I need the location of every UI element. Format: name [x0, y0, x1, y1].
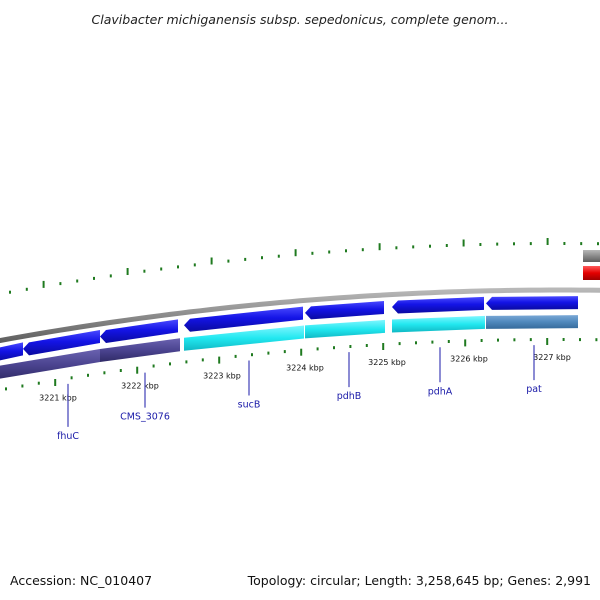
- reverse-strand-genes: [0, 315, 578, 380]
- red-feature[interactable]: [583, 266, 600, 280]
- reverse-gene-block[interactable]: [100, 338, 180, 362]
- forward-gene-block[interactable]: [0, 342, 23, 361]
- forward-gene-block[interactable]: [392, 296, 484, 314]
- reverse-gene-block[interactable]: [392, 315, 485, 333]
- forward-gene-block[interactable]: [100, 319, 178, 343]
- gene-labels: fhuC CMS_3076 sucB pdhB pdhA pat: [57, 345, 542, 442]
- gene-label-cms-3076[interactable]: CMS_3076: [120, 412, 170, 423]
- backbone-arc: [0, 287, 600, 344]
- forward-gene-block[interactable]: [184, 306, 303, 332]
- kbp-tick-label: 3224 kbp: [286, 363, 324, 372]
- gene-label-pdhb[interactable]: pdhB: [337, 391, 362, 402]
- kbp-tick-label: 3225 kbp: [368, 358, 406, 367]
- minor-ticks: [9, 238, 599, 294]
- scale-ticks: 3221 kbp 3222 kbp 3223 kbp 3224 kbp 3225 kbp…: [5, 338, 598, 403]
- forward-gene-block[interactable]: [305, 301, 384, 320]
- gene-label-sucb[interactable]: sucB: [238, 400, 261, 411]
- reverse-gene-block[interactable]: [305, 319, 385, 339]
- reverse-gene-block[interactable]: [486, 315, 578, 329]
- reverse-gene-block[interactable]: [0, 349, 100, 380]
- gene-label-fhuc[interactable]: fhuC: [57, 431, 79, 442]
- forward-gene-block[interactable]: [23, 330, 100, 356]
- forward-strand-genes: [0, 296, 578, 361]
- kbp-tick-label: 3221 kbp: [39, 394, 77, 403]
- reverse-gene-block[interactable]: [184, 325, 304, 351]
- map-title: Clavibacter michiganensis subsp. sepedon…: [92, 12, 509, 27]
- gene-label-pdha[interactable]: pdhA: [428, 386, 453, 397]
- kbp-tick-label: 3222 kbp: [121, 381, 159, 390]
- kbp-tick-label: 3227 kbp: [533, 353, 571, 362]
- genome-summary-text: Topology: circular; Length: 3,258,645 bp…: [247, 573, 591, 588]
- kbp-tick-label: 3226 kbp: [450, 354, 488, 363]
- genome-backbone: [0, 287, 600, 344]
- accession-text: Accession: NC_010407: [10, 573, 153, 588]
- gene-label-pat[interactable]: pat: [526, 384, 542, 395]
- forward-gene-block[interactable]: [486, 296, 578, 310]
- gray-feature[interactable]: [583, 250, 600, 262]
- kbp-tick-label: 3223 kbp: [203, 371, 241, 380]
